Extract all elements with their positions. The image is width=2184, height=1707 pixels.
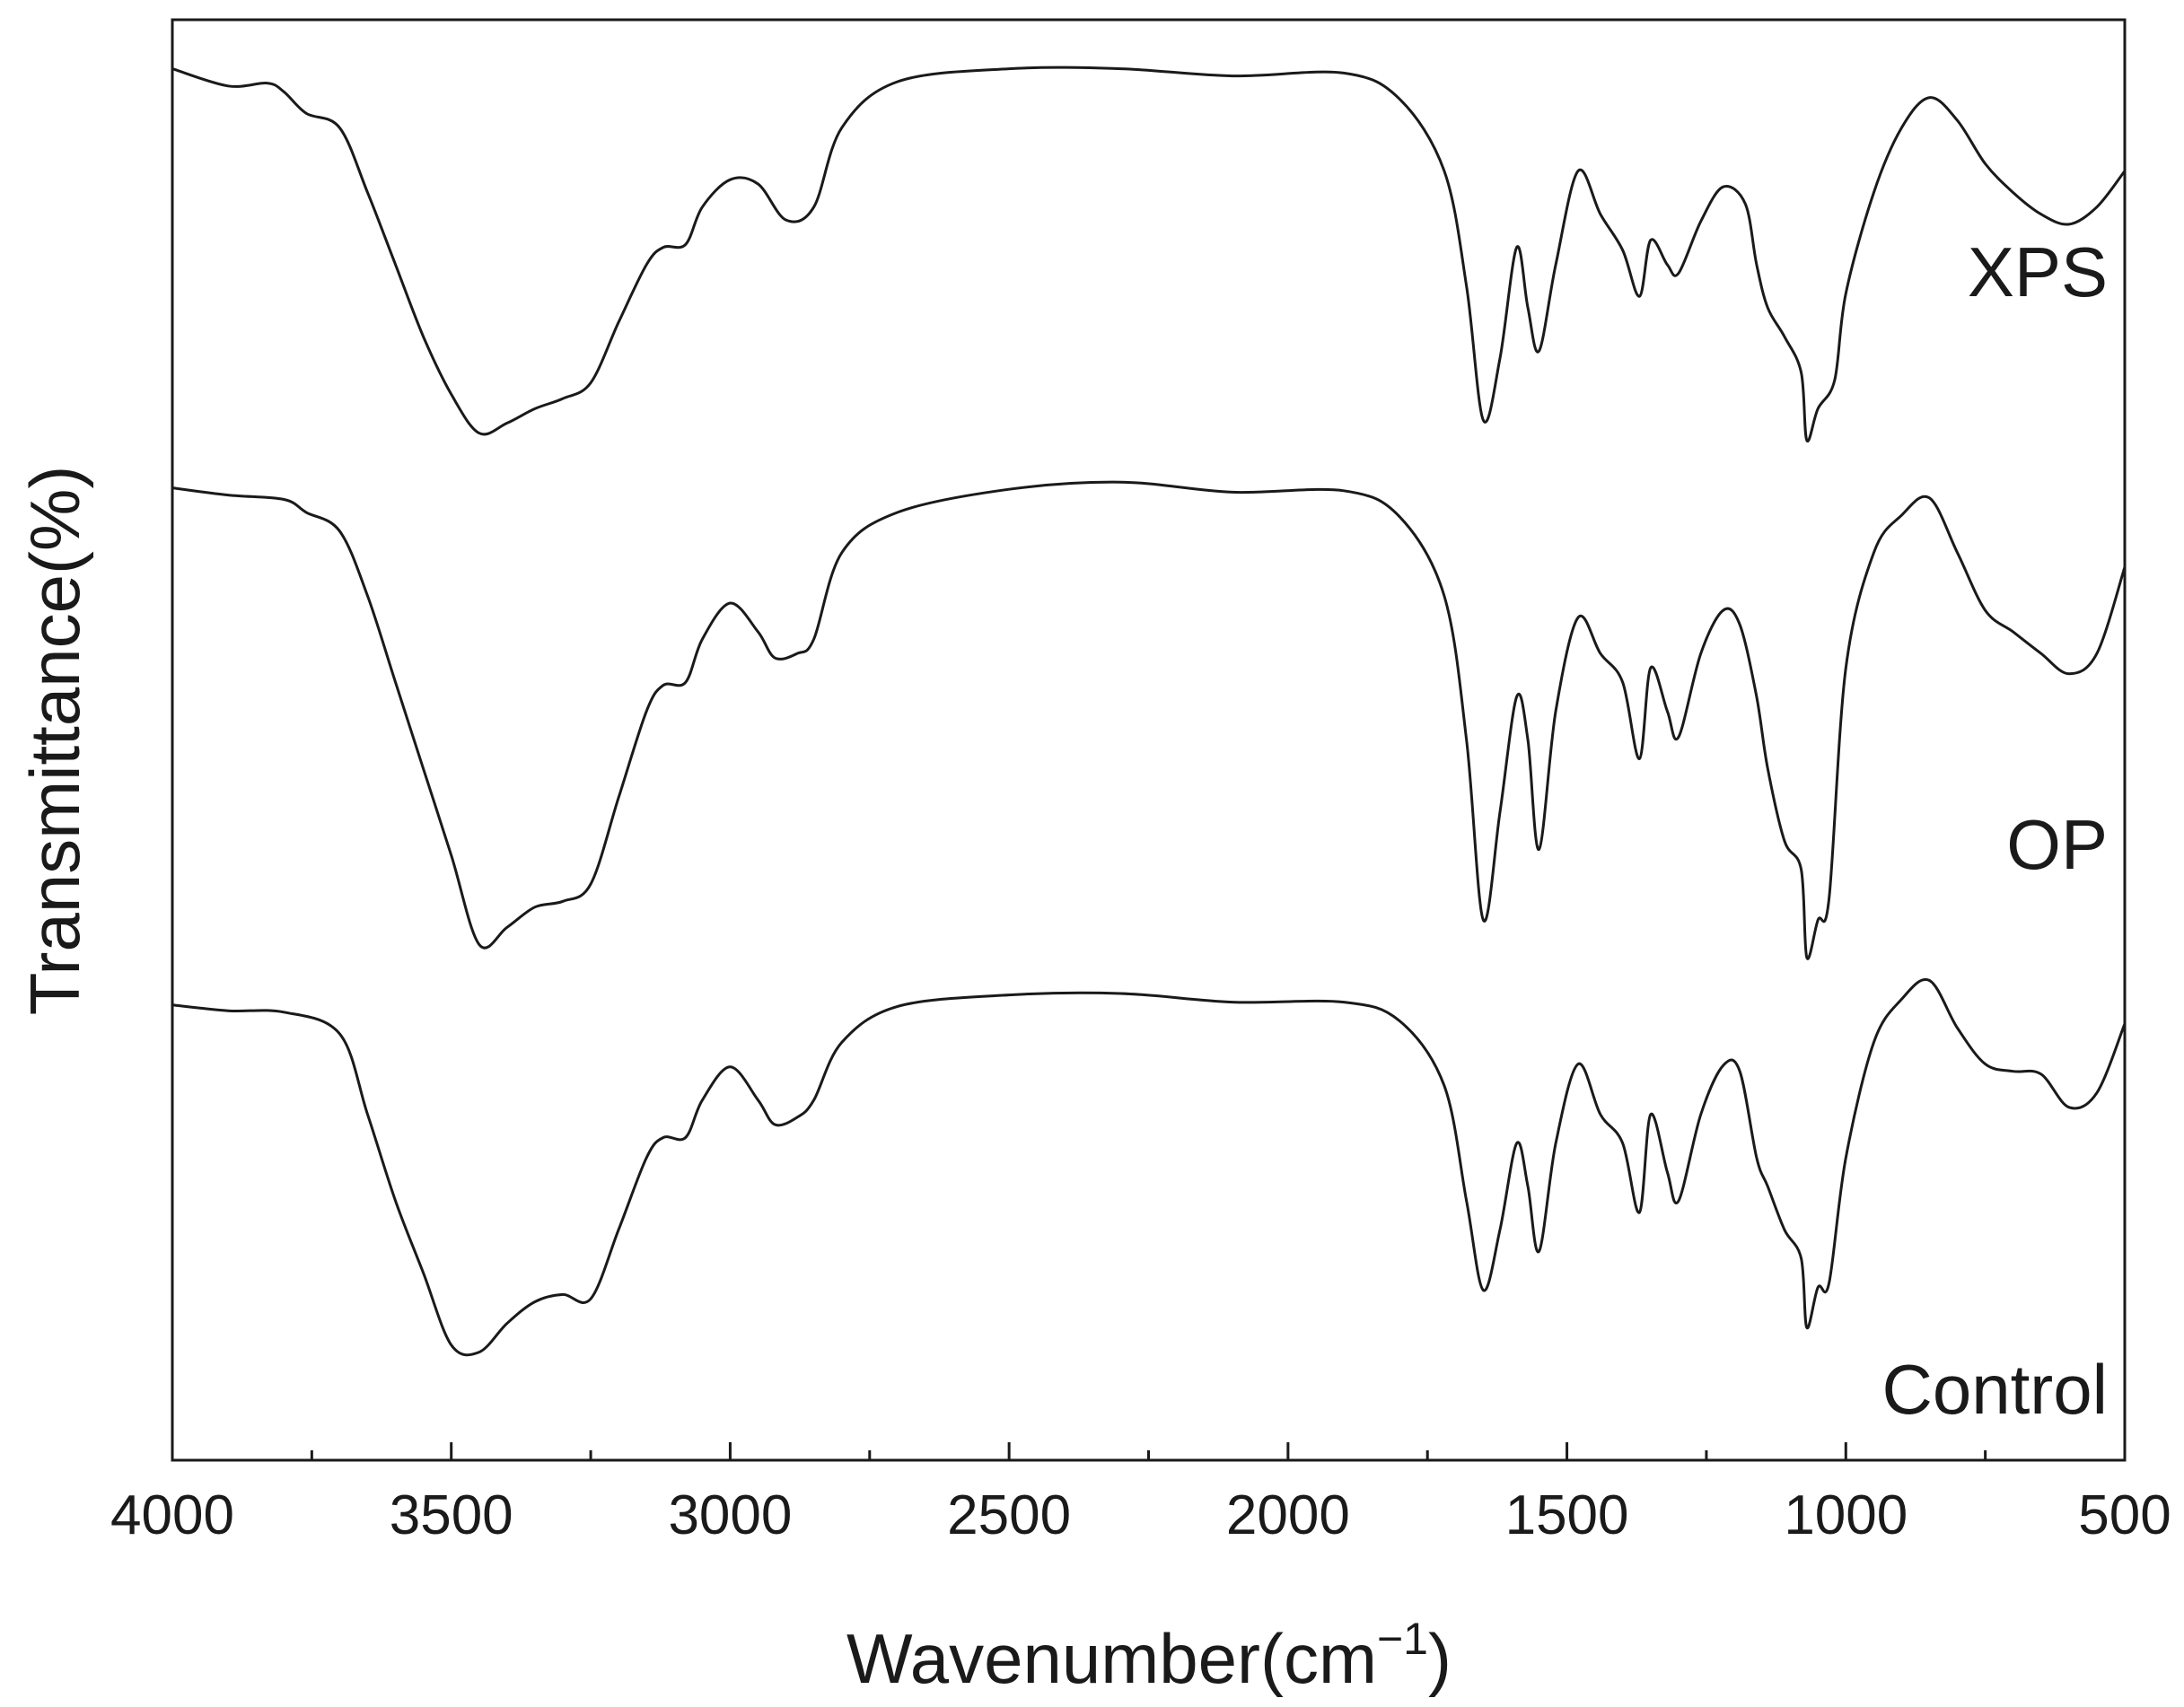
x-axis-title: Wavenumber(cm−1) <box>846 1614 1452 1698</box>
x-tick-label: 1000 <box>1784 1484 1908 1546</box>
x-tick-label: 2000 <box>1226 1484 1350 1546</box>
x-tick-label: 2500 <box>947 1484 1071 1546</box>
series-line-op <box>171 480 2127 960</box>
series-labels: XPS OP Control <box>1882 232 2108 1429</box>
x-axis-tick-labels: 4000 3500 3000 2500 2000 1500 1000 500 <box>110 1484 2171 1546</box>
series-group <box>171 66 2127 1357</box>
x-axis-ticks <box>171 1442 2127 1460</box>
x-tick-label: 3500 <box>390 1484 513 1546</box>
series-line-control <box>171 977 2127 1357</box>
plot-frame <box>171 18 2127 1462</box>
x-tick-label: 3000 <box>668 1484 792 1546</box>
series-label-xps: XPS <box>1968 232 2108 311</box>
series-label-control: Control <box>1882 1350 2108 1429</box>
x-axis-title-superscript: −1 <box>1377 1614 1428 1664</box>
series-label-op: OP <box>2006 805 2108 884</box>
x-axis-title-close: ) <box>1428 1619 1452 1698</box>
series-line-xps <box>171 66 2127 443</box>
y-axis-title: Transmittance(%) <box>15 466 94 1016</box>
x-tick-label: 1500 <box>1505 1484 1629 1546</box>
x-tick-label: 4000 <box>110 1484 234 1546</box>
x-tick-label: 500 <box>2078 1484 2171 1546</box>
